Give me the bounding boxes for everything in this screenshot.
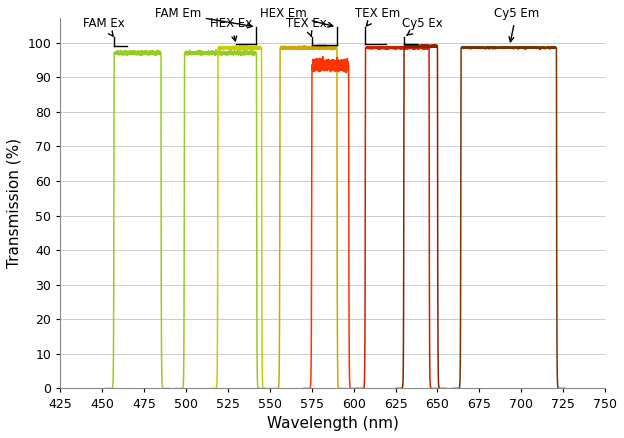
Y-axis label: Transmission (%): Transmission (%) — [7, 138, 22, 268]
Text: FAM Ex: FAM Ex — [83, 18, 125, 36]
Text: HEX Ex: HEX Ex — [210, 18, 253, 41]
Text: TEX Em: TEX Em — [354, 7, 400, 26]
Text: Cy5 Em: Cy5 Em — [494, 7, 539, 42]
Text: HEX Em: HEX Em — [260, 7, 333, 27]
Text: FAM Em: FAM Em — [155, 7, 252, 28]
Text: TEX Ex: TEX Ex — [286, 18, 327, 36]
Text: Cy5 Ex: Cy5 Ex — [402, 18, 443, 35]
X-axis label: Wavelength (nm): Wavelength (nm) — [267, 416, 399, 431]
